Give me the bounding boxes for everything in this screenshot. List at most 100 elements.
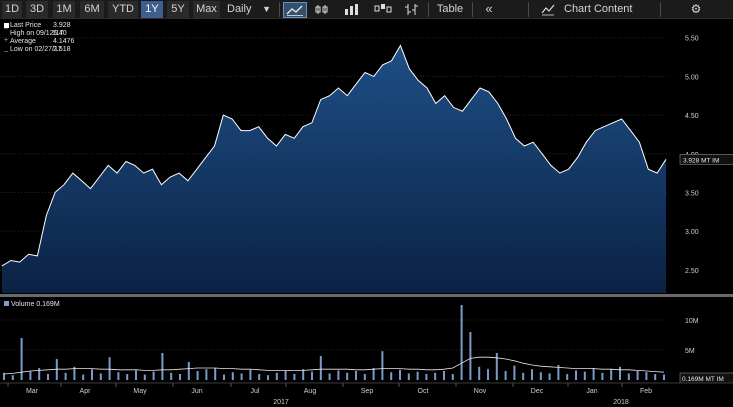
candlestick-button[interactable]: [312, 1, 332, 18]
toolbar-divider: [660, 2, 661, 17]
x-tick-label: Feb: [640, 388, 652, 395]
volume-bar: [328, 373, 331, 380]
x-tick-label: Jan: [586, 388, 597, 395]
volume-bar: [311, 371, 313, 380]
volume-bar: [337, 370, 340, 380]
axes: 5.505.004.504.003.503.002.503.928 MT IM1…: [0, 36, 733, 406]
chevron-down-icon: ▼: [262, 4, 271, 14]
volume-bar: [513, 365, 516, 380]
price-tick-label: 2.50: [685, 268, 699, 275]
volume-bar: [346, 372, 349, 380]
volume-bar: [425, 374, 428, 380]
volume-tag-label: 0.169M MT IM: [682, 376, 724, 383]
volume-bar: [231, 372, 234, 380]
volume-legend-label: Volume: [11, 301, 35, 308]
price-volume-chart[interactable]: 5.505.004.504.003.503.002.503.928 MT IM1…: [0, 20, 733, 407]
volume-bar: [416, 371, 419, 380]
volume-bar: [610, 369, 613, 380]
volume-bar: [522, 372, 525, 380]
chart-toolbar: 1D 3D 1M 6M YTD 1Y 5Y Max Daily ▼: [0, 0, 733, 19]
volume-average-line: [3, 356, 665, 375]
year-label: 2018: [613, 399, 629, 406]
volume-bar: [601, 372, 604, 380]
volume-bar: [592, 368, 595, 380]
panel-divider: [0, 294, 733, 297]
chart-content-button[interactable]: Chart Content: [538, 1, 642, 18]
volume-bar: [108, 357, 111, 380]
legend-label: Last Price: [10, 22, 42, 29]
table-button[interactable]: Table: [436, 3, 464, 15]
volume-bar: [64, 372, 67, 380]
range-ytd-button[interactable]: YTD: [108, 1, 138, 18]
volume-bar: [205, 369, 208, 380]
collapse-left-icon[interactable]: «: [485, 1, 493, 16]
volume-bar: [179, 374, 181, 380]
volume-bar: [284, 371, 287, 380]
range-1y-button[interactable]: 1Y: [141, 1, 163, 18]
volume-bar: [99, 373, 102, 380]
gear-icon[interactable]: ⚙: [690, 2, 702, 16]
volume-bar: [3, 372, 5, 380]
range-6m-button[interactable]: 6M: [80, 1, 104, 18]
volume-bar: [504, 371, 507, 380]
volume-bar: [460, 305, 463, 380]
x-tick-label: Apr: [80, 388, 92, 395]
volume-bar: [434, 372, 437, 380]
period-dropdown[interactable]: Daily ▼: [224, 1, 276, 18]
volume-tick-label: 5M: [685, 348, 695, 355]
volume-bar: [319, 356, 322, 380]
volume-bar: [82, 374, 85, 380]
price-tick-label: 5.00: [685, 74, 699, 81]
x-tick-label: Mar: [26, 388, 39, 395]
range-5y-button[interactable]: 5Y: [167, 1, 189, 18]
period-value: Daily: [227, 3, 252, 15]
x-tick-label: May: [133, 388, 147, 395]
low-marker-icon: _: [4, 45, 8, 52]
price-panel: [0, 37, 668, 293]
volume-bar: [390, 372, 393, 380]
range-max-button[interactable]: Max: [193, 1, 220, 18]
legend-label: High on 09/12/17: [10, 30, 64, 37]
chart-content-label: Chart Content: [564, 3, 633, 15]
volume-bar: [29, 371, 32, 380]
volume-bar: [451, 374, 454, 380]
volume-bar: [152, 371, 155, 380]
line-chart-icon: [286, 5, 303, 16]
volume-legend-value: 0.169M: [36, 301, 60, 308]
ohlc-button[interactable]: [401, 1, 421, 18]
hollow-candle-button[interactable]: [372, 1, 394, 18]
volume-bar: [627, 373, 630, 380]
volume-bar: [135, 370, 137, 380]
x-tick-label: Oct: [418, 388, 429, 395]
legend-label: Low on 02/27/17: [10, 46, 62, 53]
bar-chart-button[interactable]: [342, 1, 362, 18]
volume-bar: [240, 373, 243, 380]
volume-bar: [636, 371, 639, 380]
range-1m-button[interactable]: 1M: [53, 1, 75, 18]
range-3d-button[interactable]: 3D: [26, 1, 48, 18]
price-line: [1, 44, 667, 267]
x-tick-label: Jun: [191, 388, 202, 395]
volume-panel: [0, 305, 668, 380]
candlestick-icon: [315, 5, 328, 14]
volume-bar: [478, 366, 481, 380]
volume-bar: [575, 370, 577, 380]
x-tick-label: Sep: [361, 388, 374, 395]
volume-bar: [258, 374, 261, 380]
volume-bar: [407, 373, 410, 380]
volume-bar: [654, 374, 657, 380]
volume-bar: [249, 369, 252, 380]
volume-bar: [443, 371, 445, 380]
volume-bar: [223, 374, 225, 380]
line-chart-button[interactable]: [283, 2, 307, 18]
volume-bar: [583, 371, 586, 380]
legend-value: 5.40: [53, 30, 67, 37]
volume-bar: [11, 375, 14, 380]
ohlc-icon: [405, 4, 418, 15]
volume-bar: [531, 369, 533, 380]
volume-bar: [170, 372, 173, 380]
range-1d-button[interactable]: 1D: [2, 1, 22, 18]
volume-swatch-icon: [4, 301, 9, 306]
volume-bar: [196, 371, 199, 380]
volume-bar: [47, 374, 49, 380]
